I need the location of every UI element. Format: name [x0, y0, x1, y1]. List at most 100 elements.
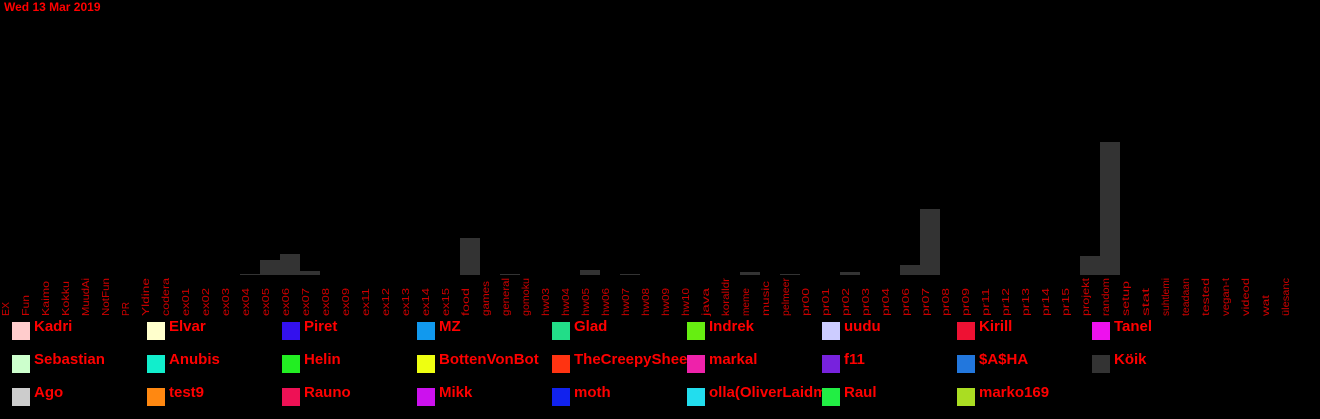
legend-label: Anubis: [169, 351, 220, 368]
legend-label: Tanel: [1114, 318, 1153, 335]
x-tick-label: pr01: [821, 287, 832, 316]
x-tick-label: pr04: [881, 287, 892, 316]
legend-label: MZ: [439, 318, 461, 335]
x-tick-label: ex15: [441, 287, 452, 316]
bar-pelmeer: [780, 274, 800, 275]
legend-item: Elvar: [147, 318, 282, 340]
bar-chart: EX Fun Kaimo Kokku MuudAi NotFun PR Yldine coder…: [1, 142, 1292, 318]
legend-swatch: [957, 388, 975, 406]
legend-swatch: [417, 355, 435, 373]
legend-swatch: [822, 388, 840, 406]
x-tick-label: pr13: [1021, 287, 1032, 316]
x-tick-label: pr03: [861, 287, 872, 316]
x-tick-label: pr11: [981, 287, 992, 316]
bar-ex07: [300, 271, 320, 275]
legend-swatch: [417, 388, 435, 406]
legend-swatch: [957, 355, 975, 373]
x-tick-label: Kaimo: [41, 280, 52, 316]
legend-swatch: [282, 322, 300, 340]
legend-item: Kirill: [957, 318, 1092, 340]
x-tick-label: pr15: [1061, 287, 1072, 316]
x-tick-label: teadaan: [1181, 278, 1192, 316]
legend-item: Sebastian: [12, 351, 147, 373]
legend-item: uudu: [822, 318, 957, 340]
legend-item: markal: [687, 351, 822, 373]
legend-swatch: [12, 355, 30, 373]
x-tick-label: pr12: [1001, 287, 1012, 316]
legend-label: BottenVonBot: [439, 351, 539, 368]
x-tick-label: codera: [161, 277, 172, 316]
legend-label: Piret: [304, 318, 338, 335]
x-tick-label: pelmeer: [781, 277, 792, 316]
x-tick-label: hw07: [621, 287, 632, 316]
legend-label: test9: [169, 384, 205, 401]
x-tick-label: ex04: [241, 287, 252, 316]
legend-label: olla(OliverLaidma): [709, 384, 822, 401]
legend-item: BottenVonBot: [417, 351, 552, 373]
x-tick-label: pr06: [901, 287, 912, 316]
legend-label: uudu: [844, 318, 881, 335]
legend-item: Kadri: [12, 318, 147, 340]
legend-item: Tanel: [1092, 318, 1227, 340]
bar-general: [500, 274, 520, 275]
x-tick-label: games: [481, 281, 492, 316]
legend-label: Mikk: [439, 384, 473, 401]
legend-swatch: [12, 388, 30, 406]
legend-label: TheCreepySheep: [574, 351, 687, 368]
x-tick-label: pr09: [961, 287, 972, 316]
x-tick-label: tested: [1201, 278, 1212, 316]
x-tick-label: koralldr: [721, 277, 732, 316]
legend-swatch: [147, 355, 165, 373]
x-tick-label: ex05: [261, 287, 272, 316]
x-tick-label: meme: [741, 288, 752, 316]
legend-label: Raul: [844, 384, 877, 401]
x-tick-label: ex02: [201, 287, 212, 316]
x-tick-label: PR: [121, 302, 132, 316]
legend-label: moth: [574, 384, 611, 401]
x-tick-label: videod: [1241, 278, 1252, 316]
x-tick-label: ex13: [401, 287, 412, 316]
legend-item: Piret: [282, 318, 417, 340]
legend-label: Ago: [34, 384, 64, 401]
legend-item: f11: [822, 351, 957, 373]
legend-item: TheCreepySheep: [552, 351, 687, 373]
legend-label: Kadri: [34, 318, 73, 335]
bar-meme: [740, 272, 760, 275]
legend-label: Köik: [1114, 351, 1147, 368]
x-tick-label: suhtlemi: [1161, 278, 1172, 316]
legend-label: Rauno: [304, 384, 351, 401]
x-tick-label: ex06: [281, 287, 292, 316]
x-tick-label: Fun: [21, 295, 32, 316]
legend-item: Helin: [282, 351, 417, 373]
x-tick-label: pr02: [841, 287, 852, 316]
x-tick-label: NotFun: [101, 278, 112, 316]
legend-swatch: [1092, 322, 1110, 340]
x-tick-label: ex12: [381, 287, 392, 316]
legend-label: Elvar: [169, 318, 206, 335]
x-tick-label: setup: [1121, 280, 1132, 316]
legend-swatch: [687, 355, 705, 373]
chart-date: Wed 13 Mar 2019: [4, 0, 101, 14]
x-tick-label: EX: [1, 302, 12, 316]
legend-item: test9: [147, 384, 282, 406]
legend-swatch: [1092, 355, 1110, 373]
x-tick-label: ülesanc: [1281, 278, 1292, 316]
x-tick-label: wat: [1261, 295, 1272, 318]
legend-swatch: [957, 322, 975, 340]
bar-pr07: [920, 209, 940, 275]
legend-label: Kirill: [979, 318, 1013, 335]
x-tick-label: ex08: [321, 287, 332, 316]
legend-label: Indrek: [709, 318, 755, 335]
legend-item: olla(OliverLaidma): [687, 384, 822, 406]
legend-swatch: [552, 388, 570, 406]
x-tick-label: Kokku: [61, 281, 72, 316]
legend-item: Köik: [1092, 351, 1227, 373]
legend-swatch: [687, 388, 705, 406]
legend-item: moth: [552, 384, 687, 406]
legend-label: Helin: [304, 351, 341, 368]
x-tick-label: ex14: [421, 287, 432, 316]
legend-item: MZ: [417, 318, 552, 340]
legend-label: Glad: [574, 318, 608, 335]
legend-item: Glad: [552, 318, 687, 340]
x-tick-label: random: [1101, 278, 1112, 316]
